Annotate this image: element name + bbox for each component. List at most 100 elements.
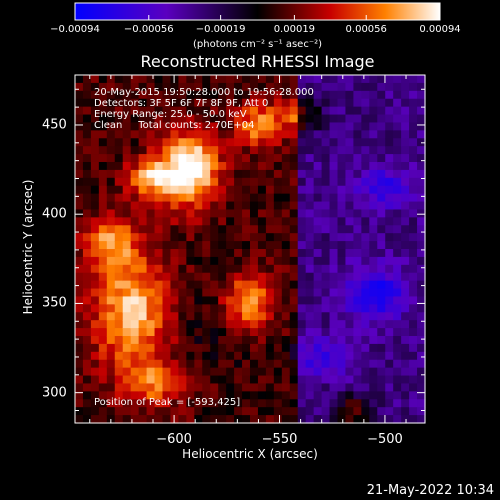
heatmap-cell xyxy=(218,209,227,218)
heatmap-cell xyxy=(82,312,92,321)
heatmap-cell xyxy=(257,233,267,242)
heatmap-cell xyxy=(329,225,339,234)
heatmap-cell xyxy=(162,391,172,400)
heatmap-cell xyxy=(329,193,339,203)
heatmap-cell xyxy=(178,336,187,345)
heatmap-cell xyxy=(90,375,100,385)
heatmap-cell xyxy=(162,328,172,337)
heatmap-cell xyxy=(313,201,323,211)
heatmap-cell xyxy=(170,399,179,408)
annotation-time-range: 20-May-2015 19:50:28.000 to 19:56:28.000 xyxy=(94,87,314,98)
heatmap-cell xyxy=(250,225,259,234)
heatmap-cell xyxy=(265,304,275,313)
heatmap-cell xyxy=(250,217,259,226)
heatmap-cell xyxy=(130,288,140,298)
heatmap-cell xyxy=(122,415,132,424)
heatmap-cell xyxy=(90,249,100,258)
heatmap-cell xyxy=(98,146,108,155)
heatmap-cell xyxy=(82,351,92,361)
heatmap-cell xyxy=(305,106,315,116)
heatmap-cell xyxy=(218,256,227,266)
heatmap-cell xyxy=(329,185,339,195)
heatmap-cell xyxy=(281,328,291,337)
heatmap-cell xyxy=(146,351,156,361)
heatmap-cell xyxy=(106,201,116,211)
heatmap-cell xyxy=(146,367,156,377)
heatmap-cell xyxy=(90,138,100,147)
heatmap-cell xyxy=(75,90,84,100)
heatmap-cell xyxy=(82,264,92,274)
heatmap-cell xyxy=(106,264,116,274)
heatmap-cell xyxy=(170,256,179,266)
heatmap-cell xyxy=(353,399,362,408)
heatmap-cell xyxy=(393,415,402,424)
heatmap-cell xyxy=(138,162,148,171)
heatmap-cell xyxy=(170,193,179,203)
heatmap-cell xyxy=(385,256,394,266)
heatmap-cell xyxy=(257,90,267,100)
heatmap-cell xyxy=(250,75,259,84)
heatmap-cell xyxy=(194,185,203,195)
heatmap-cell xyxy=(409,114,418,124)
heatmap-cell xyxy=(226,130,235,139)
heatmap-cell xyxy=(202,280,211,290)
heatmap-cell xyxy=(218,185,227,195)
heatmap-cell xyxy=(202,249,211,258)
heatmap-cell xyxy=(138,106,148,116)
heatmap-cell xyxy=(281,185,291,195)
heatmap-cell xyxy=(226,415,235,424)
heatmap-cell xyxy=(122,209,132,218)
heatmap-cell xyxy=(273,82,283,92)
heatmap-cell xyxy=(122,407,132,416)
heatmap-cell xyxy=(162,288,172,298)
heatmap-cell xyxy=(170,122,179,131)
heatmap-cell xyxy=(385,264,394,274)
heatmap-cell xyxy=(162,146,172,155)
heatmap-cell xyxy=(186,114,195,124)
heatmap-cell xyxy=(385,130,394,139)
heatmap-cell xyxy=(273,272,283,282)
heatmap-cell xyxy=(186,225,195,234)
heatmap-cell xyxy=(353,146,362,155)
heatmap-cell xyxy=(202,241,211,250)
heatmap-cell xyxy=(417,233,426,242)
heatmap-cell xyxy=(90,233,100,242)
heatmap-cell xyxy=(345,288,354,298)
heatmap-cell xyxy=(234,193,243,203)
heatmap-cell xyxy=(297,336,307,345)
heatmap-cell xyxy=(170,328,179,337)
heatmap-cell xyxy=(321,304,331,313)
heatmap-cell xyxy=(321,177,331,187)
heatmap-cell xyxy=(289,264,299,274)
heatmap-cell xyxy=(409,296,418,305)
heatmap-cell xyxy=(114,296,124,305)
heatmap-cell xyxy=(401,122,410,131)
heatmap-cell xyxy=(377,154,386,163)
heatmap-cell xyxy=(345,296,354,305)
heatmap-cell xyxy=(305,146,315,155)
heatmap-cell xyxy=(289,241,299,250)
heatmap-cell xyxy=(114,114,124,124)
heatmap-cell xyxy=(122,343,132,353)
heatmap-cell xyxy=(329,280,339,290)
heatmap-cell xyxy=(297,256,307,266)
heatmap-cell xyxy=(321,185,331,195)
heatmap-cell xyxy=(162,201,172,211)
heatmap-cell xyxy=(154,217,164,226)
heatmap-cell xyxy=(90,217,100,226)
heatmap-cell xyxy=(273,359,283,369)
heatmap-cell xyxy=(361,264,370,274)
heatmap-cell xyxy=(345,225,354,234)
heatmap-cell xyxy=(417,359,426,369)
heatmap-cell xyxy=(313,320,323,329)
heatmap-cell xyxy=(90,98,100,108)
heatmap-cell xyxy=(162,130,172,139)
heatmap-cell xyxy=(202,138,211,147)
heatmap-cell xyxy=(138,351,148,361)
heatmap-cell xyxy=(297,75,307,84)
heatmap-cell xyxy=(257,209,267,218)
heatmap-cell xyxy=(106,280,116,290)
heatmap-cell xyxy=(234,280,243,290)
heatmap-cell xyxy=(337,312,347,321)
heatmap-cell xyxy=(106,233,116,242)
